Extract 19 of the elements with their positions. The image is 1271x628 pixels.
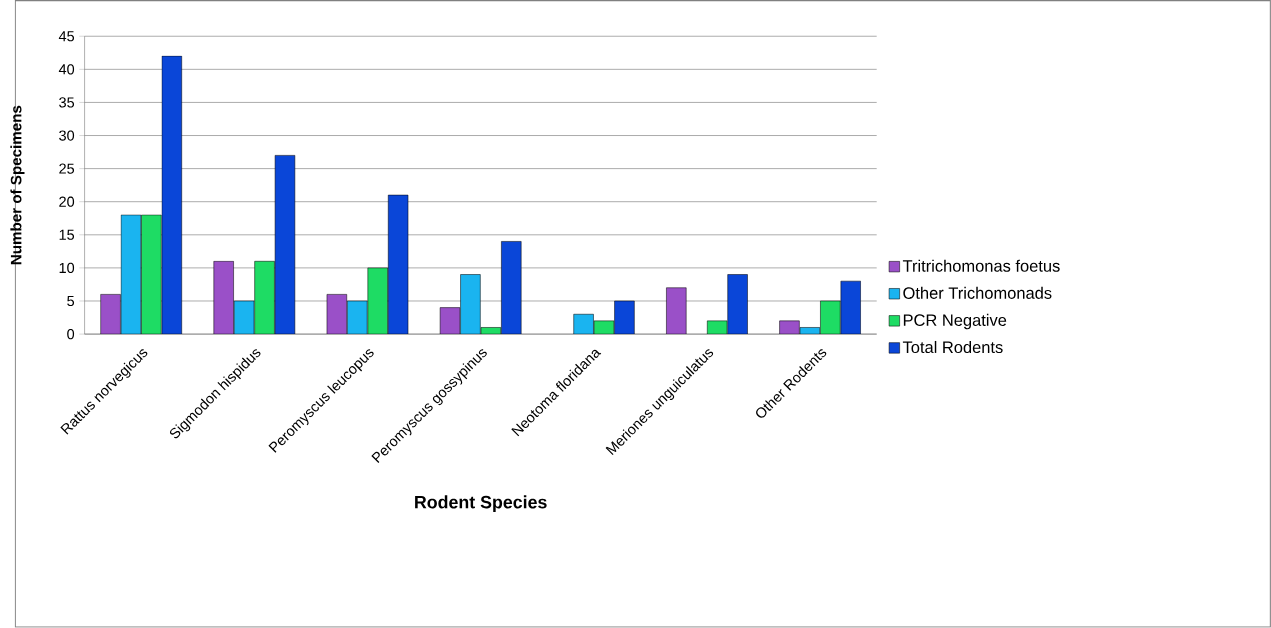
legend-label: PCR Negative: [903, 314, 1007, 330]
y-tick-label: 10: [59, 262, 75, 274]
y-axis-title: Number of Specimens: [10, 105, 25, 265]
bar: [213, 261, 234, 335]
x-axis-title: Rodent Species: [415, 495, 547, 513]
y-tick-label: 5: [67, 296, 75, 307]
legend-label: Total Rodents: [902, 341, 1003, 354]
y-tick-label: 30: [59, 130, 75, 141]
bar: [100, 294, 121, 335]
y-tick-label: 25: [59, 163, 75, 174]
y-tick-label: 45: [58, 31, 75, 42]
y-tick-label: 20: [59, 196, 75, 208]
y-tick-label: 35: [59, 97, 75, 108]
bar: [666, 287, 687, 335]
y-tick-label: 0: [67, 329, 75, 340]
y-tick-label: 15: [59, 229, 75, 241]
y-tick-label: 40: [58, 64, 75, 75]
legend-label: Other Trichomonads: [903, 286, 1052, 300]
legend-label: Tritrichomonas foetus: [902, 259, 1060, 272]
